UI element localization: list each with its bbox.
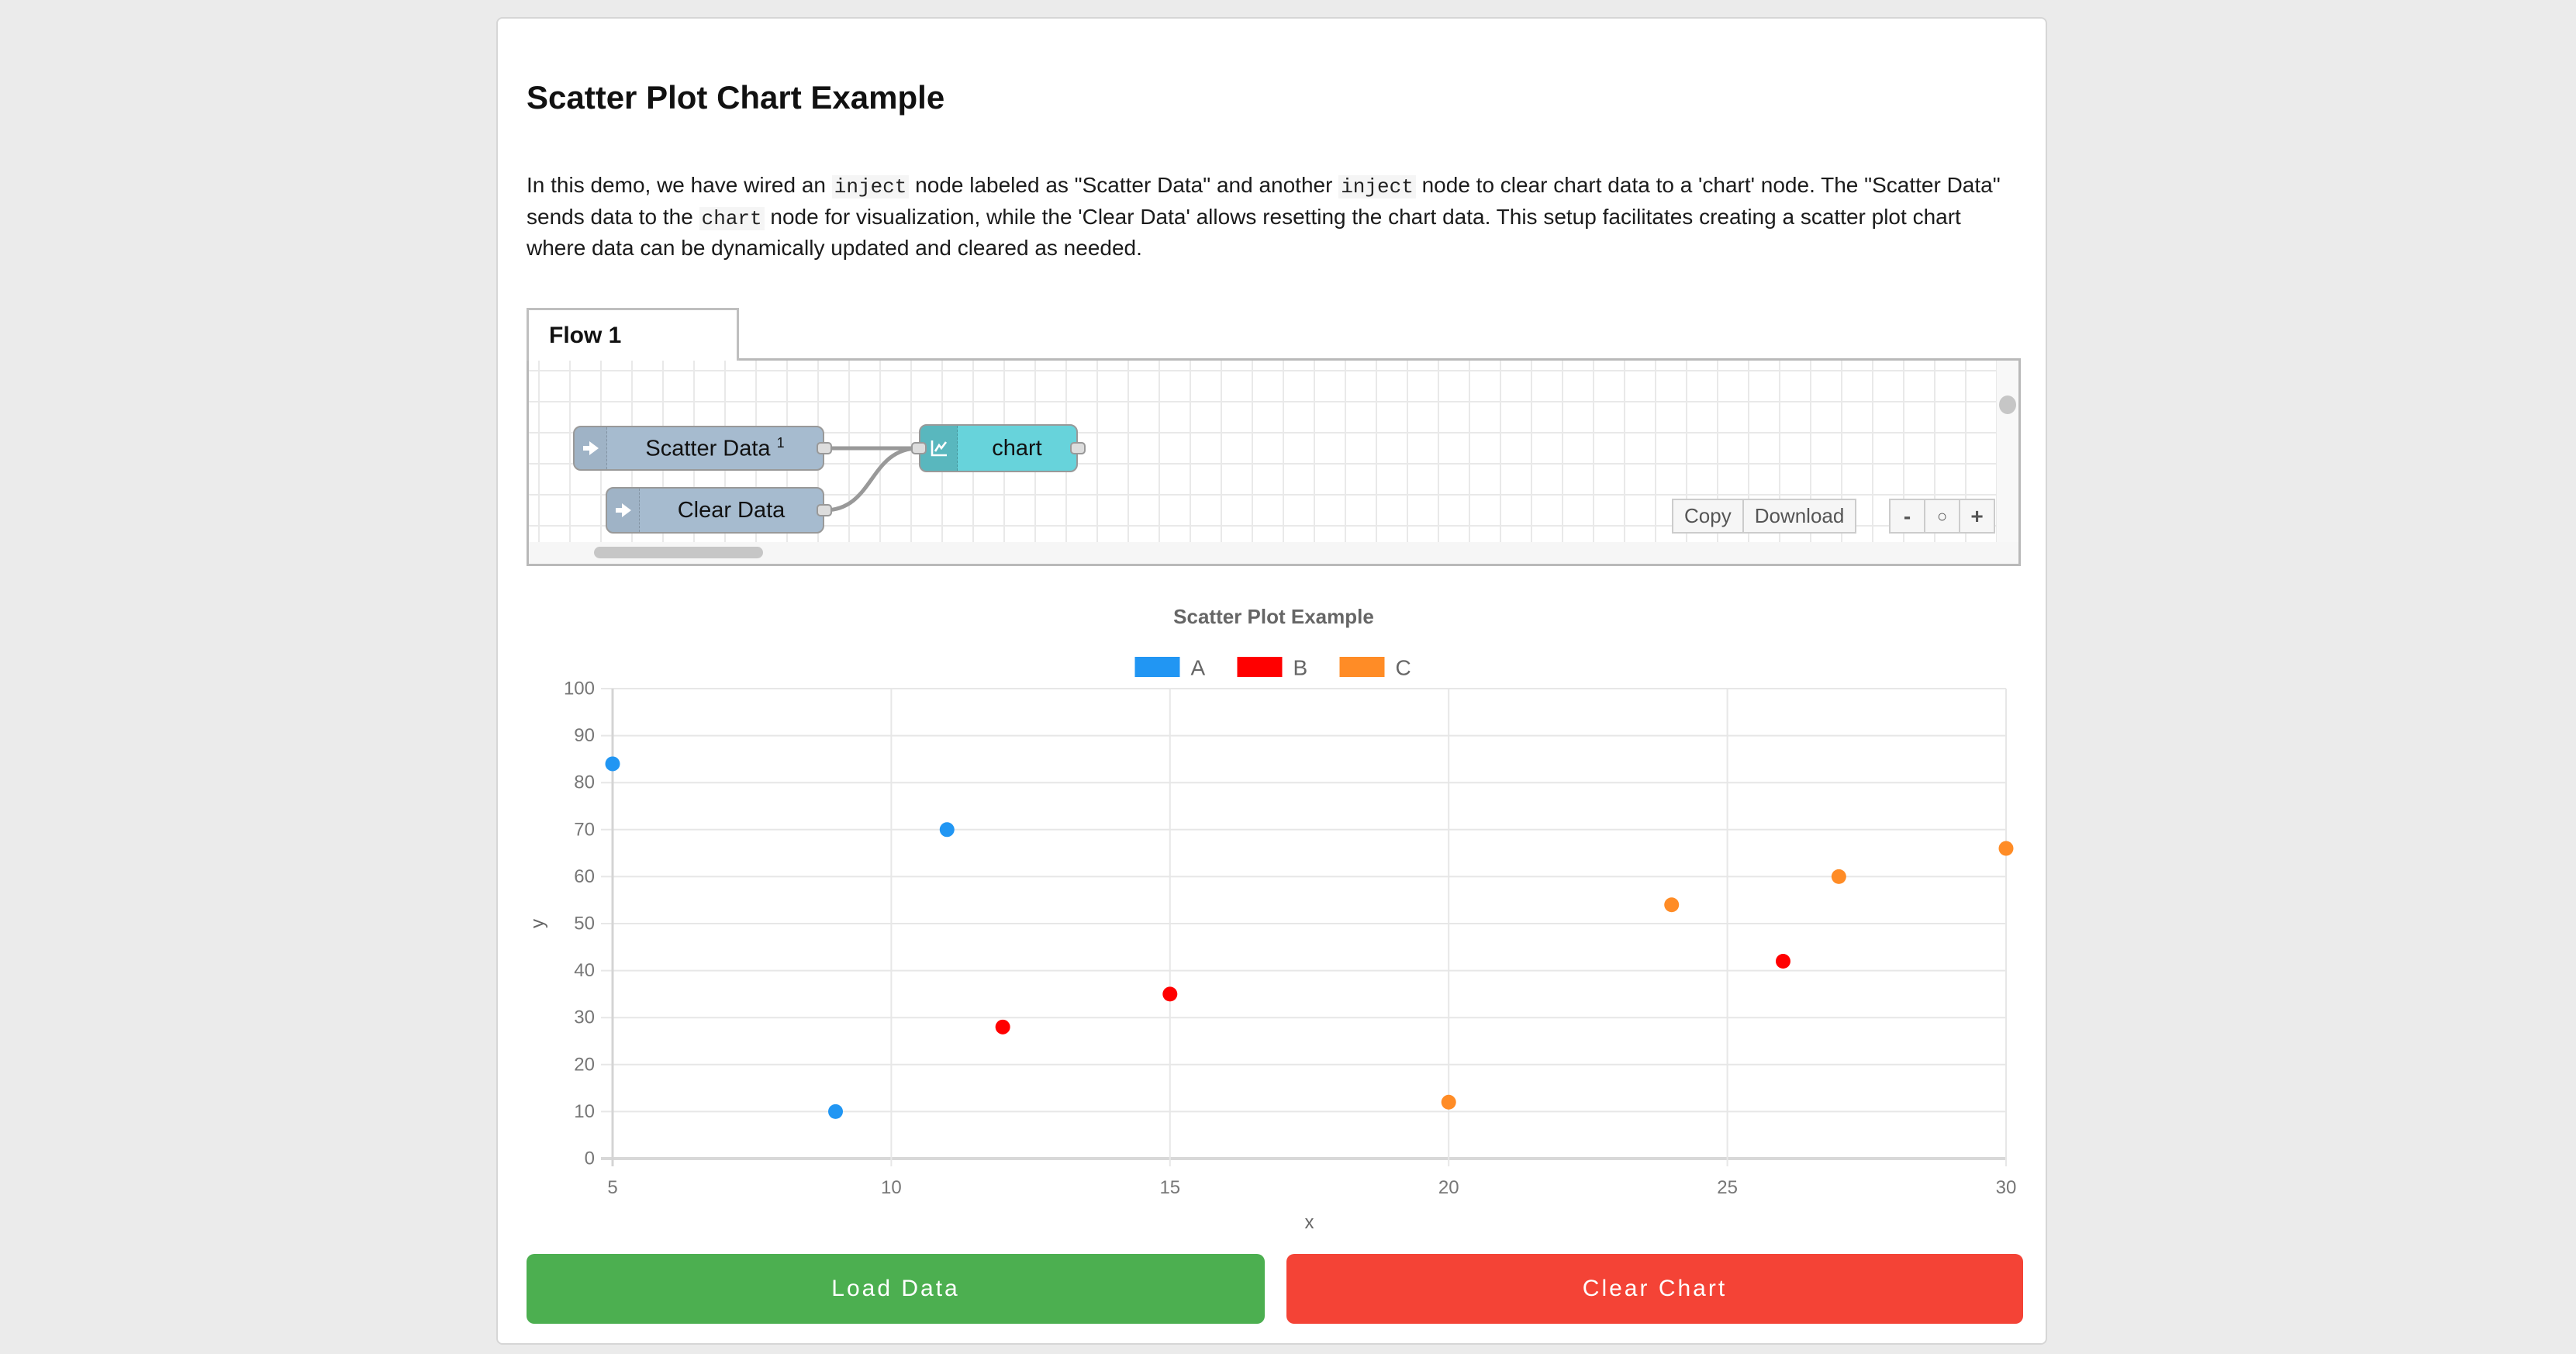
inject-arrow-icon	[607, 489, 640, 532]
node-label: chart	[992, 435, 1042, 461]
y-tick-label: 100	[564, 679, 595, 699]
flow-tab[interactable]: Flow 1	[527, 308, 739, 361]
data-point-C	[1441, 1094, 1456, 1110]
zoom-out-button[interactable]: -	[1889, 499, 1925, 534]
inline-code-inject-2: inject	[1338, 175, 1416, 199]
data-point-B	[1775, 953, 1790, 969]
output-port[interactable]	[817, 504, 832, 516]
data-point-A	[828, 1104, 844, 1119]
intro-paragraph: In this demo, we have wired an inject no…	[527, 171, 2012, 263]
x-tick-label: 15	[1159, 1177, 1180, 1198]
y-tick-label: 50	[574, 914, 595, 934]
chart-title: Scatter Plot Example	[1173, 605, 1374, 628]
node-label: Scatter Data 1	[645, 434, 785, 461]
legend-swatch	[1339, 657, 1385, 677]
data-point-C	[1998, 841, 2014, 856]
legend-label: B	[1293, 656, 1308, 680]
inline-code-inject-1: inject	[831, 175, 910, 199]
content-card: Scatter Plot Chart Example In this demo,…	[496, 17, 2047, 1345]
inject-node-scatter-data[interactable]: Scatter Data 1	[573, 426, 832, 471]
flow-toolbar: Copy Download	[1672, 499, 1857, 534]
intro-text-1: In this demo, we have wired an	[527, 173, 832, 197]
x-tick-label: 25	[1717, 1177, 1738, 1198]
load-data-button[interactable]: Load Data	[527, 1254, 1265, 1324]
intro-text-4: node for visualization, while the 'Clear…	[527, 204, 1961, 261]
flow-vertical-scrollbar[interactable]	[1997, 361, 2018, 542]
inject-node-clear-data[interactable]: Clear Data	[606, 487, 832, 534]
flow-horizontal-scrollbar[interactable]	[529, 542, 2018, 564]
output-port[interactable]	[1070, 442, 1086, 454]
zoom-in-button[interactable]: +	[1959, 499, 1995, 534]
data-point-B	[1162, 986, 1178, 1002]
input-port[interactable]	[911, 442, 927, 454]
wire-clear-to-chart	[822, 446, 921, 513]
legend-item-C[interactable]: C	[1339, 656, 1411, 680]
inject-badge: 1	[776, 434, 785, 451]
legend-swatch	[1237, 657, 1283, 677]
data-point-C	[1831, 869, 1846, 884]
inline-code-chart: chart	[699, 206, 765, 230]
output-port[interactable]	[817, 442, 832, 454]
x-tick-label: 20	[1438, 1177, 1459, 1198]
y-tick-label: 0	[585, 1148, 595, 1169]
zoom-reset-button[interactable]: ○	[1924, 499, 1960, 534]
chart-node[interactable]: chart	[911, 424, 1086, 472]
page-title: Scatter Plot Chart Example	[527, 79, 945, 116]
horizontal-scroll-thumb[interactable]	[594, 547, 763, 558]
x-tick-label: 30	[1996, 1177, 2017, 1198]
legend-swatch	[1134, 657, 1180, 677]
y-tick-label: 80	[574, 772, 595, 793]
y-axis-label: y	[527, 919, 548, 928]
vertical-scroll-thumb[interactable]	[1999, 395, 2016, 414]
y-tick-label: 90	[574, 725, 595, 746]
legend-item-B[interactable]: B	[1237, 656, 1308, 680]
data-point-A	[605, 756, 620, 772]
line-chart-icon	[920, 426, 958, 471]
x-tick-label: 10	[881, 1177, 902, 1198]
legend-label: A	[1191, 656, 1206, 680]
scatter-chart: Scatter Plot Example A B C 0 10 20 30 40 50 60 70 80…	[527, 592, 2021, 1252]
intro-text-2: node labeled as "Scatter Data" and anoth…	[909, 173, 1339, 197]
flow-tab-label: Flow 1	[549, 322, 622, 348]
flow-canvas[interactable]: Scatter Data 1 Clear Data chart Copy D	[527, 358, 2021, 566]
download-button[interactable]: Download	[1742, 499, 1857, 534]
data-point-A	[939, 822, 955, 838]
y-tick-label: 70	[574, 819, 595, 840]
scatter-chart-svg: Scatter Plot Example A B C 0 10 20 30 40 50 60 70 80…	[527, 605, 2017, 1233]
y-tick-label: 40	[574, 960, 595, 981]
x-axis-label: x	[1305, 1212, 1314, 1233]
data-point-B	[995, 1019, 1010, 1034]
y-tick-label: 20	[574, 1054, 595, 1075]
copy-button[interactable]: Copy	[1672, 499, 1744, 534]
y-tick-label: 60	[574, 866, 595, 887]
node-label: Clear Data	[677, 497, 786, 523]
flow-zoom-controls: - ○ +	[1889, 499, 1995, 534]
y-tick-label: 30	[574, 1007, 595, 1028]
y-tick-label: 10	[574, 1101, 595, 1122]
inject-arrow-icon	[575, 427, 607, 469]
data-point-C	[1664, 897, 1680, 913]
intro-text-3: node to clear chart data to a 'chart' no…	[527, 173, 2001, 229]
legend-item-A[interactable]: A	[1134, 656, 1206, 680]
flow-wires	[822, 446, 921, 513]
clear-chart-button[interactable]: Clear Chart	[1286, 1254, 2023, 1324]
legend-label: C	[1396, 656, 1411, 680]
x-tick-label: 5	[607, 1177, 617, 1198]
